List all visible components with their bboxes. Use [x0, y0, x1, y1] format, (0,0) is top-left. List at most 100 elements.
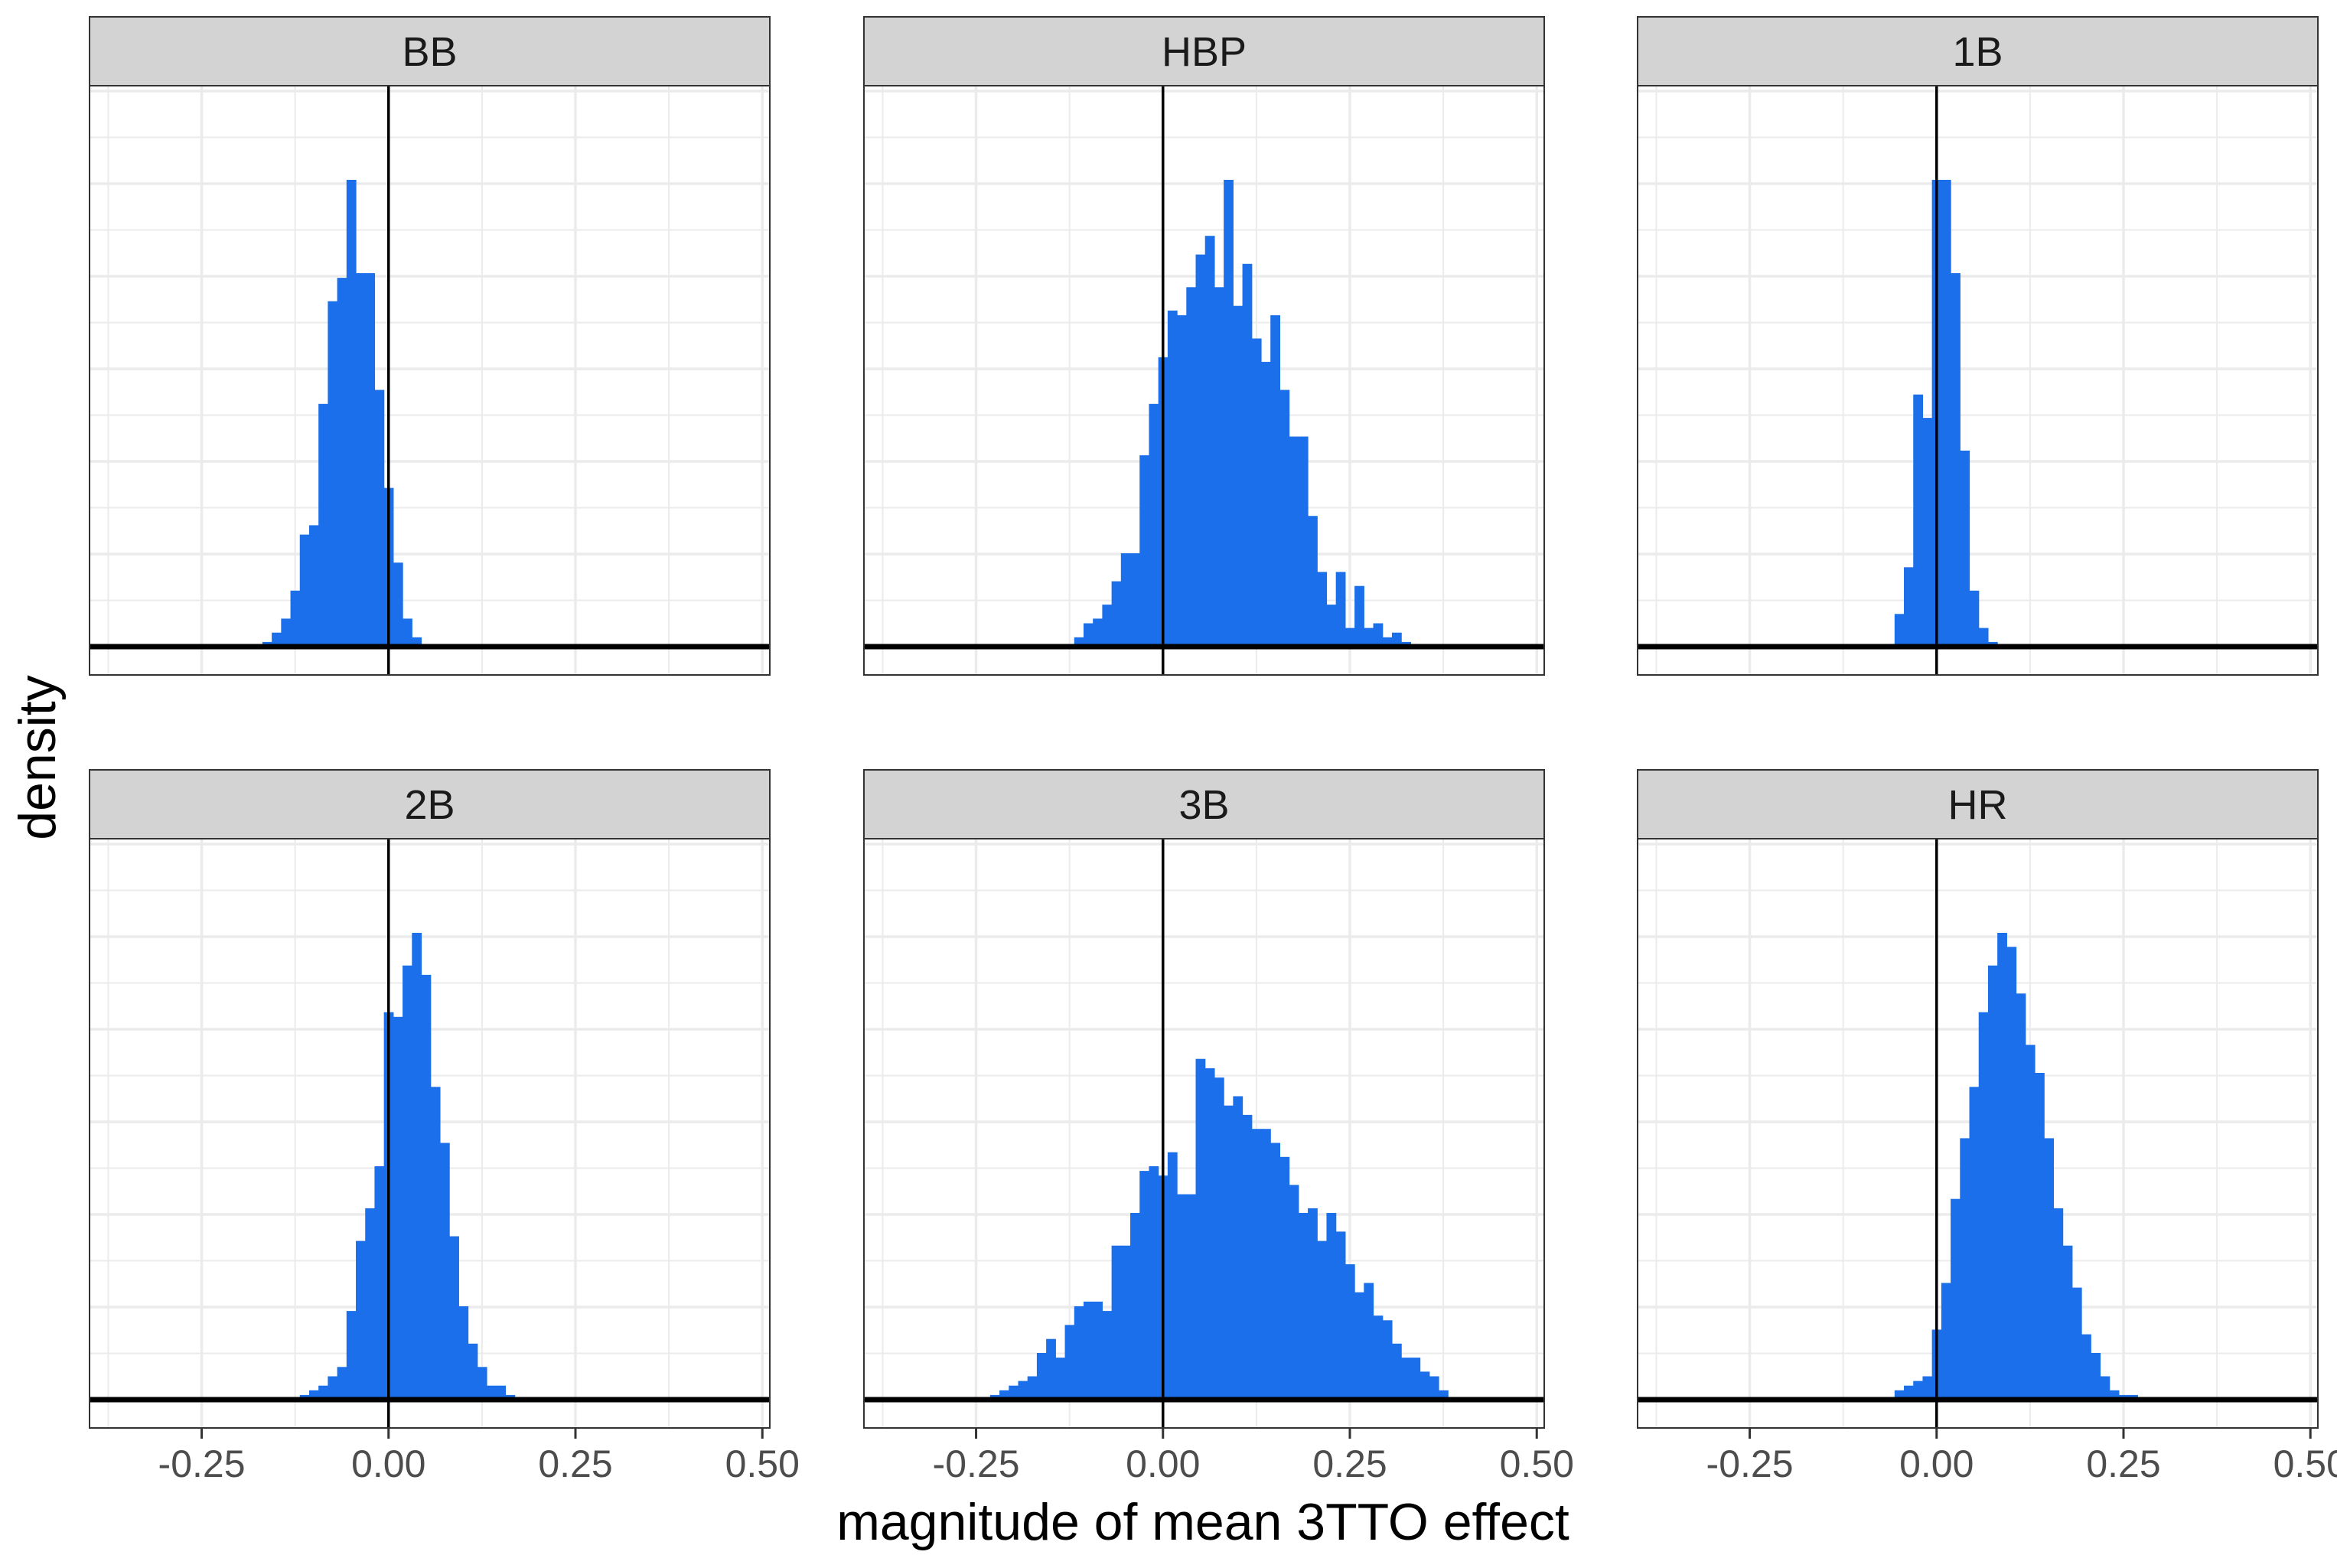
histogram-bar: [421, 974, 432, 1400]
histogram-bar: [1167, 1152, 1178, 1400]
histogram-bar: [1354, 585, 1364, 647]
histogram-bar: [1922, 1376, 1933, 1400]
panel-background: [1638, 86, 2318, 675]
histogram-bar: [486, 1385, 497, 1400]
histogram-bar: [1951, 273, 1961, 647]
histogram-bar: [1270, 315, 1281, 647]
y-axis-title: density: [8, 675, 67, 839]
histogram-bar: [1046, 1338, 1056, 1400]
histogram-bar: [1997, 933, 2007, 1400]
facet-strip-label: 1B: [1952, 29, 2003, 75]
histogram-bar: [1913, 1381, 1924, 1400]
histogram-bar: [272, 632, 282, 647]
histogram-bar: [1969, 590, 1980, 647]
histogram-bar: [1177, 315, 1187, 647]
histogram-bar: [1364, 628, 1374, 647]
histogram-bar: [1308, 1208, 1318, 1400]
histogram-bar: [1130, 553, 1140, 647]
histogram-bar: [1373, 623, 1384, 647]
x-tick-label: 0.25: [538, 1442, 612, 1485]
histogram-bar: [1149, 403, 1159, 647]
histogram-bar: [1364, 1283, 1374, 1400]
histogram-bar: [1093, 618, 1103, 647]
histogram-bar: [1326, 605, 1337, 647]
histogram-bar: [1279, 390, 1290, 647]
histogram-bar: [1904, 567, 1914, 647]
histogram-bar: [1204, 236, 1215, 647]
histogram-bar: [318, 403, 328, 647]
panel-bb: BB: [89, 16, 771, 676]
histogram-bar: [337, 1367, 347, 1400]
histogram-bar: [356, 1240, 366, 1400]
histogram-bar: [2025, 1045, 2036, 1400]
histogram-bar: [1111, 1245, 1122, 1400]
facet-strip: [863, 769, 1545, 839]
histogram-bar: [1289, 436, 1299, 647]
histogram-bar: [1326, 1213, 1337, 1400]
histogram-bar: [374, 390, 385, 647]
histogram-bar: [1960, 450, 1970, 647]
histogram-bar: [1289, 1185, 1299, 1400]
histogram-bar: [1987, 965, 1998, 1400]
histogram-bar: [1317, 572, 1328, 647]
histogram-bar: [1120, 1245, 1131, 1400]
histogram-bar: [1260, 361, 1271, 647]
histogram-bar: [2062, 1245, 2073, 1400]
histogram-bar: [1102, 605, 1113, 647]
panel-3b: 3B -0.25 0.00 0.25 0.50: [863, 769, 1574, 1485]
histogram-bar: [1027, 1376, 1038, 1400]
x-axis-title: magnitude of mean 3TTO effect: [836, 1493, 1569, 1551]
histogram-bar: [1214, 287, 1224, 647]
x-tick-label: -0.25: [1706, 1442, 1794, 1485]
histogram-bar: [1270, 1143, 1281, 1400]
histogram-bar: [449, 1236, 459, 1400]
histogram-bar: [496, 1385, 507, 1400]
histogram-bar: [1354, 1292, 1364, 1400]
facet-strip-label: 2B: [404, 782, 455, 828]
facet-strip-label: HBP: [1162, 29, 1247, 75]
histogram-bar: [1401, 1358, 1411, 1400]
histogram-bar: [1308, 516, 1318, 647]
x-tick-label: 0.25: [1312, 1442, 1387, 1485]
histogram-bar: [1036, 1353, 1047, 1400]
histogram-bar: [1922, 418, 1933, 647]
histogram-bar: [1345, 1264, 1355, 1400]
histogram-bar: [2081, 1334, 2091, 1400]
histogram-bar: [403, 965, 412, 1400]
histogram-bar: [1186, 287, 1197, 647]
histogram-bar: [1373, 1315, 1384, 1400]
histogram-bar: [2034, 1073, 2045, 1400]
histogram-bar: [1242, 1114, 1253, 1400]
histogram-bar: [2044, 1138, 2055, 1400]
histogram-bar: [1410, 1358, 1421, 1400]
histogram-bar: [1074, 1306, 1084, 1400]
histogram-bar: [2100, 1376, 2110, 1400]
x-tick-label: 0.50: [2273, 1442, 2337, 1485]
histogram-bar: [1233, 305, 1243, 647]
facet-strip: [89, 16, 771, 86]
panel-hbp: HBP: [863, 16, 1545, 676]
histogram-bar: [1904, 1385, 1914, 1400]
histogram-bar: [318, 1385, 328, 1400]
histogram-bar: [1167, 310, 1178, 647]
histogram-bar: [1102, 1311, 1113, 1400]
facet-strip: [1637, 16, 2319, 86]
histogram-bar: [337, 278, 347, 647]
histogram-bar: [2016, 993, 2026, 1400]
histogram-bar: [1345, 628, 1355, 647]
histogram-bar: [1224, 180, 1234, 647]
facet-strip: [863, 16, 1545, 86]
x-tick-label: 0.00: [351, 1442, 425, 1485]
panel-1b: 1B: [1637, 16, 2319, 676]
histogram-bar: [1120, 553, 1131, 647]
histogram-bar: [1093, 1301, 1103, 1400]
histogram-bar: [1317, 1240, 1328, 1400]
x-tick-label: -0.25: [933, 1442, 1020, 1485]
facet-strip-label: 3B: [1178, 782, 1229, 828]
x-tick-label: -0.25: [158, 1442, 246, 1485]
histogram-bar: [1251, 1129, 1262, 1400]
panel-hr: HR -0.25 0.00 0.25 0.50: [1637, 769, 2337, 1485]
histogram-bar: [1894, 614, 1905, 647]
histogram-bar: [1233, 1096, 1243, 1400]
